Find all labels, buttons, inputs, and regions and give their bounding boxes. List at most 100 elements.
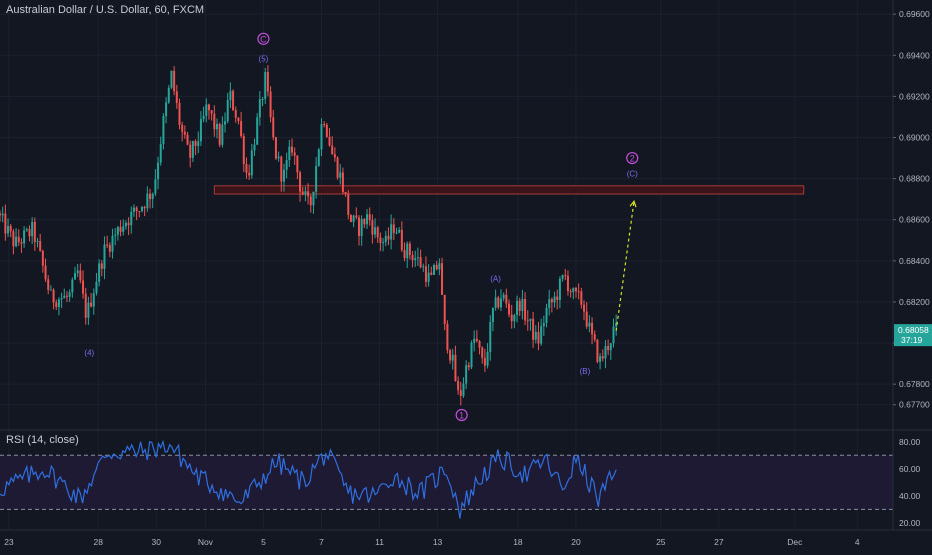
candle-body [408, 243, 411, 256]
candle-body [462, 383, 465, 396]
candle-body [406, 243, 409, 259]
candle-body [146, 193, 149, 209]
resistance-zone-layer [213, 185, 805, 195]
time-axis-label: 23 [4, 537, 14, 547]
candle-body [237, 117, 240, 122]
candle-body [103, 244, 106, 269]
time-axis-label: 27 [714, 537, 724, 547]
candle-body [304, 191, 307, 195]
candle-body [154, 179, 157, 194]
candle-body [355, 215, 358, 218]
candle-body [87, 302, 90, 318]
candle-body [473, 338, 476, 343]
candle-body [175, 91, 178, 103]
candle-body [526, 320, 529, 322]
candle-body [138, 211, 141, 213]
candle-body [90, 302, 93, 307]
candle-body [36, 241, 39, 243]
candle-body [588, 322, 591, 327]
candle-body [604, 346, 607, 359]
candle-body [122, 226, 125, 232]
candle-body [274, 137, 277, 159]
candle-body [149, 193, 152, 200]
candle-body [82, 280, 85, 294]
wave-circle-marker [257, 32, 270, 45]
candle-body [194, 141, 197, 146]
wave-circle-marker [626, 151, 639, 165]
candle-body [580, 291, 583, 305]
candle-body [55, 302, 58, 307]
candle-body [323, 124, 326, 126]
candle-body [277, 156, 280, 159]
candle-body [130, 211, 133, 226]
grid-lines [0, 0, 893, 530]
candle-body [132, 207, 135, 212]
candle-body [601, 356, 604, 359]
candle-body [572, 287, 575, 293]
candle-body [470, 342, 473, 368]
time-axis-label: 4 [855, 537, 860, 547]
projection-arrowhead [629, 199, 637, 208]
candle-body [296, 155, 299, 173]
candle-body [199, 119, 202, 142]
candle-body [248, 172, 251, 176]
wave-label: (C) [627, 170, 638, 179]
candle-body [558, 278, 561, 301]
candle-body [261, 99, 264, 101]
candle-body [529, 318, 532, 321]
candle-body [607, 346, 610, 351]
candle-body [502, 294, 505, 299]
wave-label: 1 [459, 411, 464, 421]
candle-body [202, 115, 205, 120]
candle-body [159, 144, 162, 163]
candle-body [347, 194, 350, 215]
candle-body [371, 220, 374, 235]
candle-body [352, 215, 355, 222]
candle-body [414, 258, 417, 261]
rsi-axis-label: 60.00 [899, 464, 921, 474]
candle-body [226, 100, 229, 122]
candle-body [615, 323, 618, 327]
candle-body [264, 72, 267, 100]
candle-body [341, 172, 344, 193]
price-axis-label: 0.69000 [899, 133, 930, 143]
candle-body [403, 250, 406, 259]
candle-body [532, 318, 535, 340]
candle-body [363, 219, 366, 225]
candle-body [60, 298, 63, 300]
candle-body [564, 275, 567, 277]
candle-body [167, 87, 170, 103]
candle-body [218, 123, 221, 145]
candle-body [186, 134, 189, 145]
candle-body [258, 99, 261, 118]
candle-body [288, 146, 291, 161]
candle-body [140, 206, 143, 212]
candle-body [57, 299, 60, 307]
rsi-pane [0, 429, 932, 519]
candle-body [585, 311, 588, 327]
candle-body [467, 365, 470, 368]
candle-body [491, 307, 494, 323]
candle-body [210, 110, 213, 114]
symbol-title: Australian Dollar / U.S. Dollar, 60, FXC… [6, 4, 205, 16]
candle-body [63, 295, 66, 299]
candle-body [612, 326, 615, 344]
candle-body [111, 235, 114, 252]
candle-body [272, 117, 275, 138]
candle-body [553, 296, 556, 303]
countdown-timer: 37:19 [901, 335, 923, 345]
candle-body [344, 192, 347, 195]
candle-body [114, 234, 117, 236]
candle-body [173, 70, 176, 92]
candle-body [49, 289, 52, 291]
candle-body [213, 113, 216, 130]
candle-body [108, 244, 111, 252]
candle-body [291, 146, 294, 153]
wave-label: C [260, 34, 267, 44]
candle-body [430, 272, 433, 275]
wave-circle-marker [455, 408, 468, 422]
time-axis-label: 28 [93, 537, 103, 547]
candle-body [232, 90, 235, 111]
candle-body [28, 229, 31, 237]
